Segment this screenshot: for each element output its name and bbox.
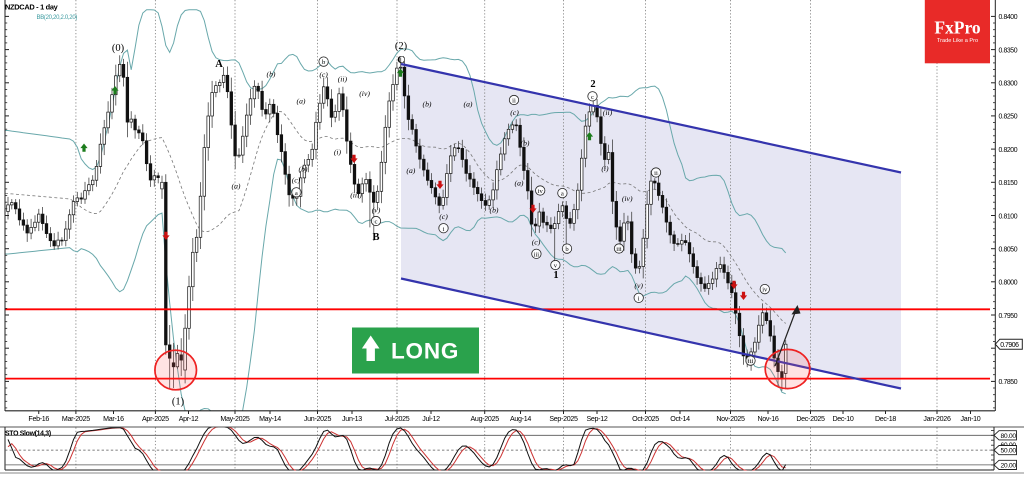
svg-text:Trade Like a Pro: Trade Like a Pro (937, 38, 978, 44)
svg-text:Dec-10: Dec-10 (832, 415, 853, 423)
svg-text:0.8200: 0.8200 (999, 147, 1018, 154)
svg-text:0.8400: 0.8400 (999, 14, 1018, 21)
svg-text:(0): (0) (112, 43, 125, 54)
svg-text:Dec-2025: Dec-2025 (796, 415, 825, 423)
svg-text:i: i (638, 295, 640, 302)
svg-text:Apr-12: Apr-12 (179, 415, 199, 423)
svg-text:Oct-2025: Oct-2025 (632, 415, 659, 423)
svg-text:iv: iv (538, 188, 544, 195)
svg-text:a: a (561, 191, 564, 198)
svg-text:(2): (2) (395, 41, 408, 52)
svg-text:(ii): (ii) (603, 108, 613, 117)
svg-text:Sep-2025: Sep-2025 (549, 415, 578, 423)
svg-text:(b): (b) (423, 100, 432, 109)
svg-text:(b): (b) (490, 206, 499, 215)
svg-text:0.8050: 0.8050 (999, 247, 1018, 254)
svg-text:v: v (554, 263, 558, 270)
svg-text:Jul-12: Jul-12 (422, 415, 440, 423)
svg-text:iii: iii (534, 251, 540, 258)
svg-text:0.8300: 0.8300 (999, 81, 1018, 88)
svg-text:NZDCAD - 1 day: NZDCAD - 1 day (5, 3, 59, 12)
svg-text:0.8150: 0.8150 (999, 180, 1018, 187)
svg-text:iii: iii (616, 246, 622, 253)
svg-text:Aug-2025: Aug-2025 (471, 415, 500, 423)
svg-text:(b): (b) (267, 70, 276, 79)
svg-text:C: C (397, 55, 405, 66)
svg-text:Dec-18: Dec-18 (875, 415, 896, 423)
svg-text:(c): (c) (439, 212, 448, 221)
svg-text:FxPro: FxPro (934, 18, 981, 38)
svg-text:0.8250: 0.8250 (999, 114, 1018, 121)
svg-text:(1): (1) (172, 397, 185, 408)
svg-text:Mar-16: Mar-16 (103, 415, 124, 423)
svg-text:0.8350: 0.8350 (999, 47, 1018, 54)
svg-text:(iii): (iii) (350, 191, 362, 200)
svg-text:(c): (c) (319, 70, 328, 79)
svg-text:A: A (215, 59, 223, 70)
svg-text:(c): (c) (510, 108, 519, 117)
svg-text:0.7950: 0.7950 (999, 313, 1018, 320)
svg-text:Jun-13: Jun-13 (342, 415, 362, 423)
svg-text:iv: iv (762, 287, 768, 294)
svg-text:b: b (322, 59, 326, 66)
svg-text:Aug-14: Aug-14 (510, 415, 531, 423)
svg-text:(i): (i) (601, 164, 609, 173)
svg-text:1: 1 (553, 270, 558, 281)
svg-text:(a): (a) (406, 166, 415, 175)
svg-text:(a): (a) (297, 97, 306, 106)
svg-text:STO Slow(14,3): STO Slow(14,3) (5, 431, 51, 438)
svg-text:(i): (i) (334, 148, 342, 157)
svg-text:(iv): (iv) (359, 89, 370, 98)
svg-text:May-14: May-14 (259, 415, 281, 423)
svg-text:0.7850: 0.7850 (999, 379, 1018, 386)
svg-text:Nov-16: Nov-16 (757, 415, 778, 423)
svg-text:iii: iii (748, 358, 754, 365)
svg-text:Jan-2026: Jan-2026 (923, 415, 951, 423)
svg-text:(c): (c) (292, 176, 301, 185)
svg-text:(ii): (ii) (338, 74, 348, 83)
svg-text:(b): (b) (299, 165, 308, 174)
svg-text:Mar-2025: Mar-2025 (62, 415, 90, 423)
svg-text:0.8100: 0.8100 (999, 213, 1018, 220)
svg-text:Apr-2025: Apr-2025 (142, 415, 169, 423)
svg-text:Jan-10: Jan-10 (961, 415, 981, 423)
svg-text:Jun-2025: Jun-2025 (304, 415, 332, 423)
svg-text:(c): (c) (532, 238, 541, 247)
svg-text:(v): (v) (372, 206, 381, 215)
svg-text:0.8000: 0.8000 (999, 280, 1018, 287)
svg-text:2: 2 (590, 79, 595, 90)
svg-text:20.00: 20.00 (1001, 463, 1017, 470)
svg-text:B: B (372, 232, 379, 243)
svg-text:i: i (443, 226, 445, 233)
svg-text:0.7906: 0.7906 (1000, 342, 1019, 349)
svg-text:ii: ii (654, 170, 658, 177)
svg-text:(v): (v) (634, 281, 643, 290)
svg-text:(b): (b) (521, 139, 530, 148)
svg-text:(a): (a) (464, 100, 473, 109)
svg-text:LONG: LONG (391, 339, 459, 364)
svg-text:b: b (565, 246, 569, 253)
svg-text:(a): (a) (232, 182, 241, 191)
svg-text:80.00: 80.00 (1001, 433, 1017, 440)
svg-text:50.00: 50.00 (1001, 448, 1017, 455)
svg-text:May-2025: May-2025 (220, 415, 249, 423)
svg-text:(a): (a) (515, 179, 524, 188)
svg-text:ii: ii (512, 98, 516, 105)
svg-text:BB(20,20,2.0,20): BB(20,20,2.0,20) (37, 15, 78, 21)
svg-text:Feb-16: Feb-16 (28, 415, 49, 423)
svg-text:Jul-2025: Jul-2025 (385, 415, 410, 423)
svg-text:(iv): (iv) (622, 194, 633, 203)
svg-text:Oct-14: Oct-14 (670, 415, 690, 423)
svg-text:a: a (295, 190, 298, 197)
svg-text:Sep-12: Sep-12 (586, 415, 607, 423)
svg-text:c: c (375, 219, 378, 226)
svg-text:Nov-2025: Nov-2025 (716, 415, 745, 423)
svg-text:c: c (591, 94, 594, 101)
